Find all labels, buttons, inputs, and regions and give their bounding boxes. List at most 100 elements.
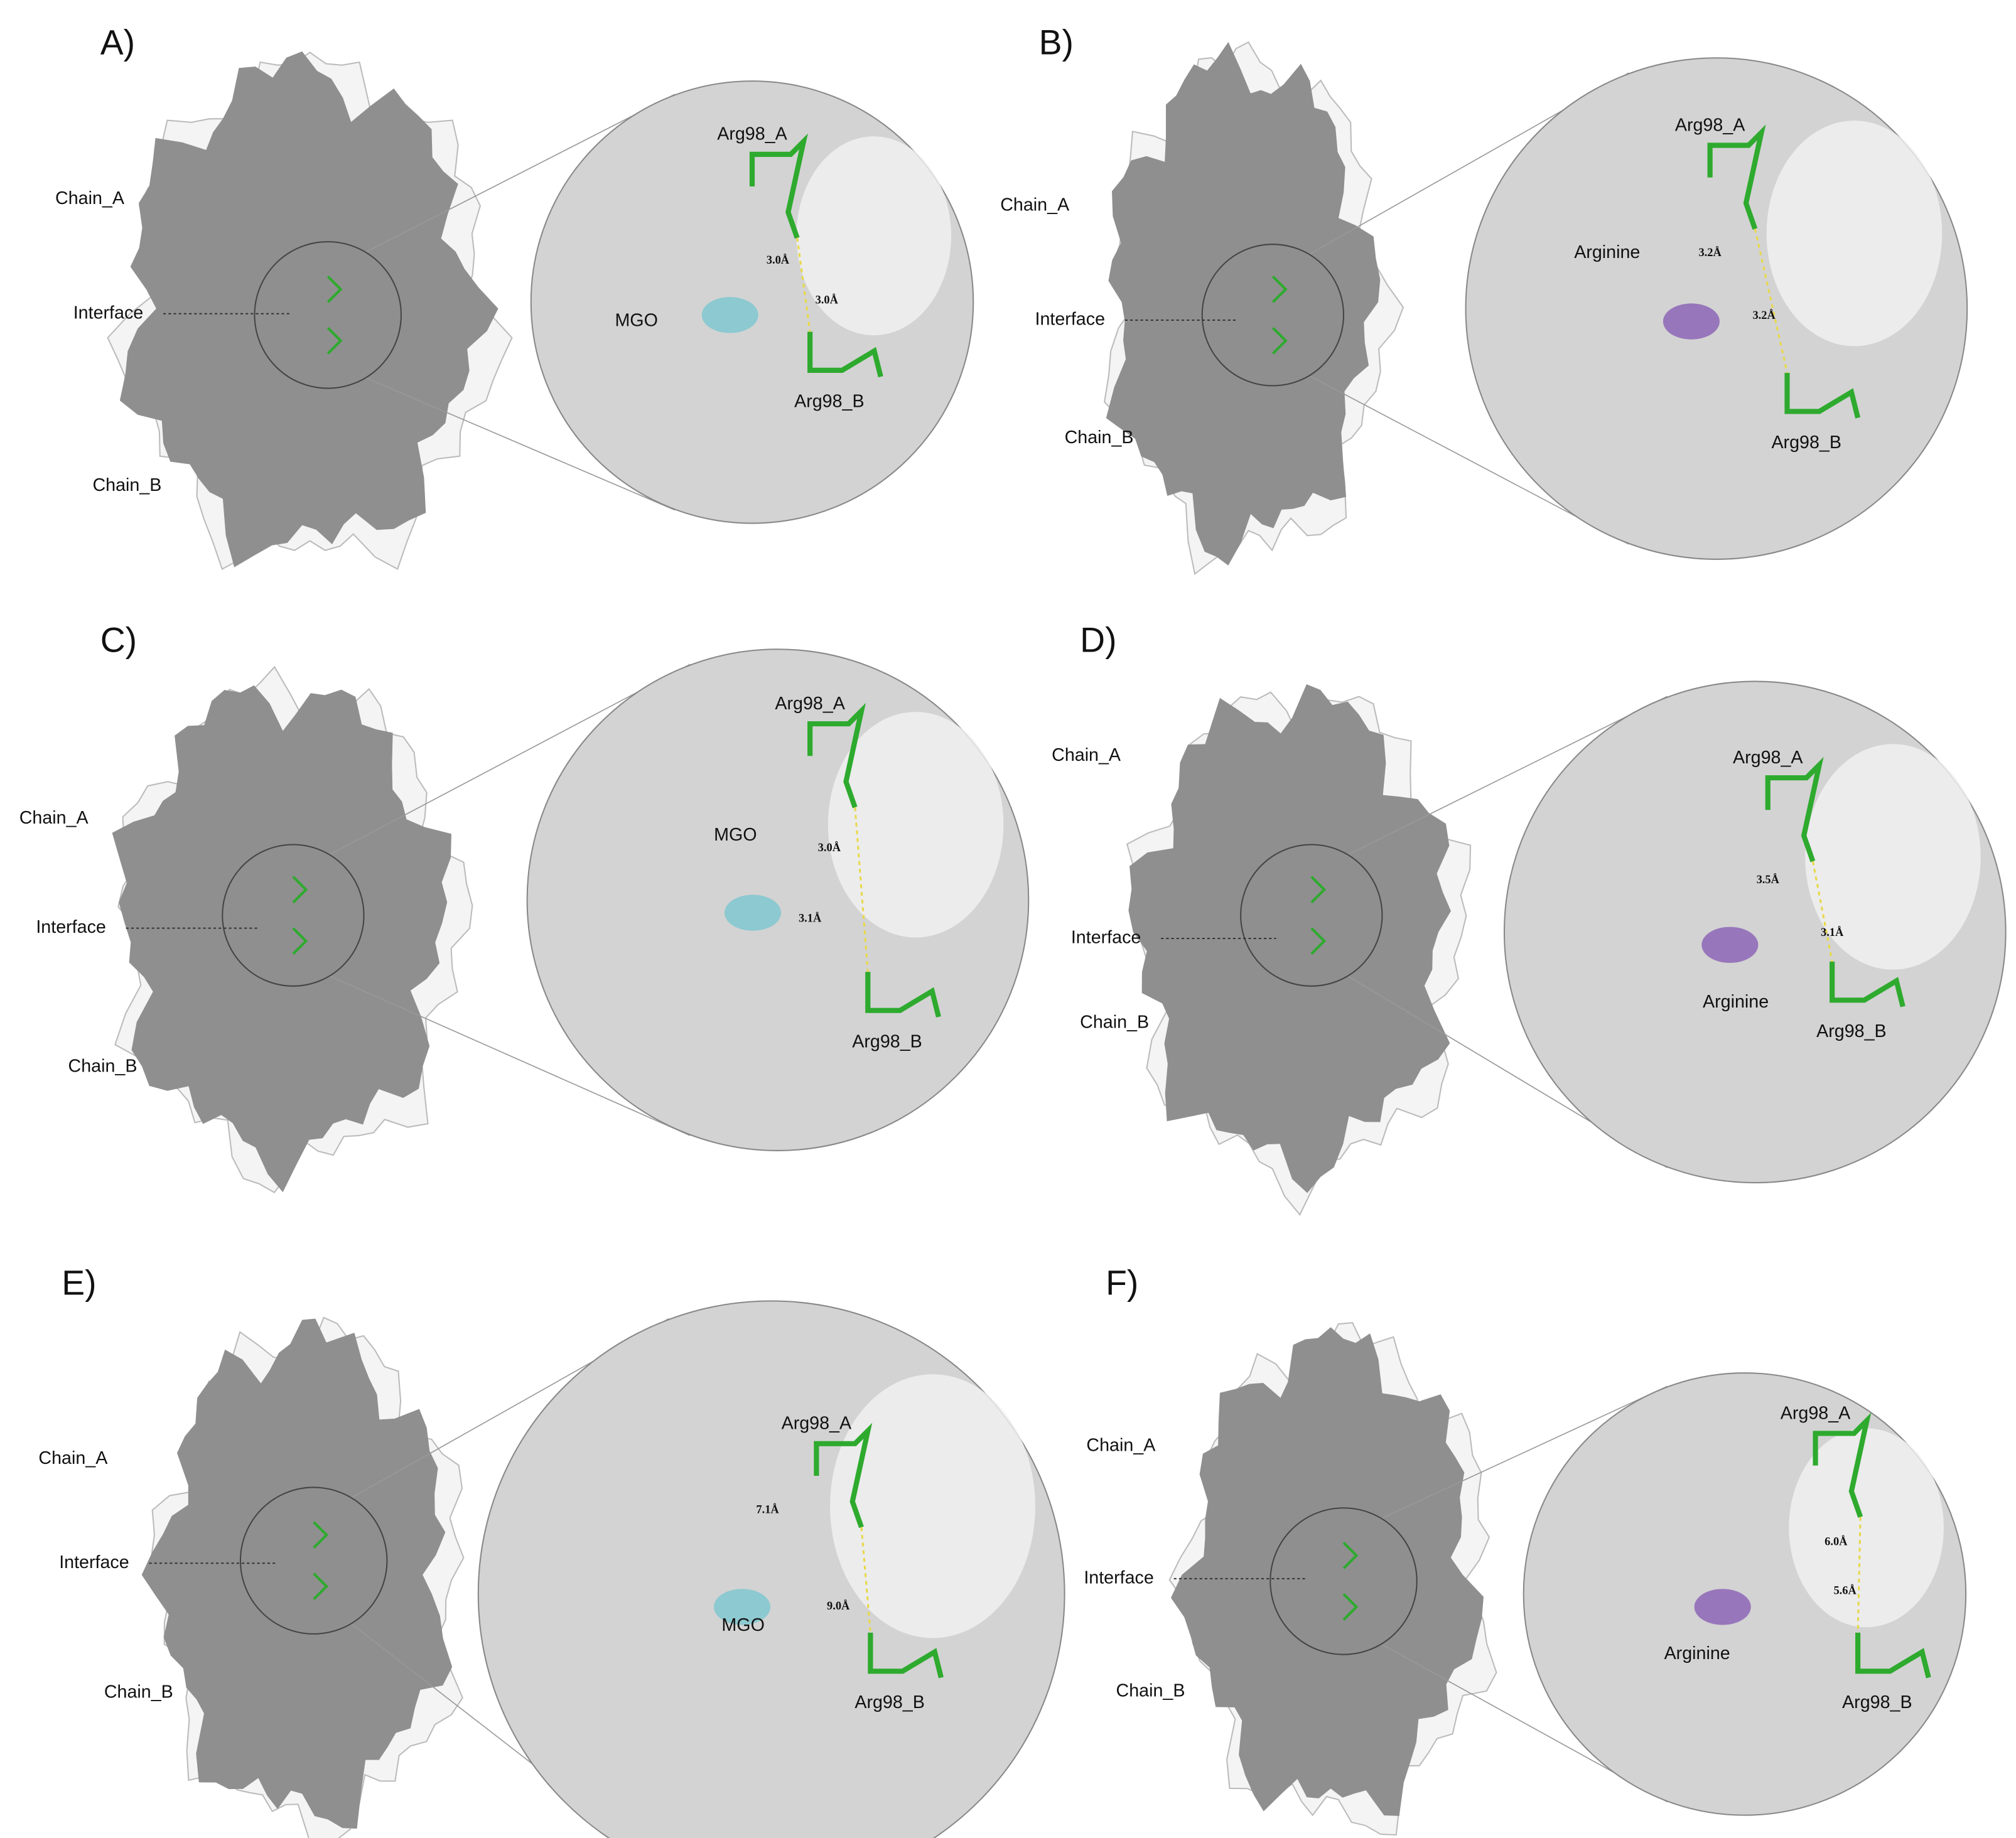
zoom-region	[1240, 844, 1383, 987]
interface-label: Interface	[1035, 309, 1106, 330]
residue-label: Arg98_A	[717, 124, 787, 144]
distance-label: 3.2Å	[1752, 309, 1776, 321]
zoom-connector	[328, 664, 691, 856]
chain-a-label: Chain_A	[38, 1448, 108, 1468]
chain-a-label: Chain_A	[1086, 1435, 1156, 1455]
residue-label: Arg98_B	[852, 1031, 922, 1051]
residue-stick	[749, 133, 808, 239]
ligand	[713, 1589, 771, 1625]
h-bond	[860, 1527, 871, 1633]
h-bond	[796, 237, 811, 332]
residue-label: Arg98_A	[1675, 115, 1745, 135]
protein-surface	[1128, 684, 1451, 1193]
zoom-connector	[1380, 1385, 1668, 1520]
residue-label: MGO	[714, 825, 757, 845]
chain-a-label: Chain_A	[1052, 745, 1121, 765]
protein-surface	[119, 51, 499, 567]
protein-surface	[1170, 1327, 1484, 1816]
panel-label: D)	[1080, 621, 1116, 660]
overview-stick	[326, 275, 343, 303]
residue-label: Arginine	[1703, 992, 1769, 1012]
residue-stick	[1784, 372, 1861, 419]
panel: A) Chain_A Interface Chain_B Arg98_A 3.0Å 3.0Å…	[55, 23, 974, 570]
zoom-surface	[827, 712, 1004, 938]
panel: F) Chain_A Interface Chain_B Arg98_A 6.0Å 5.6Å…	[1084, 1264, 1967, 1836]
residue-stick	[868, 1632, 944, 1679]
overview-stick	[1342, 1593, 1359, 1621]
residue-label: Arg98_B	[1771, 433, 1841, 453]
panel-label: E)	[62, 1264, 96, 1303]
residue-stick	[1813, 1412, 1872, 1518]
zoom-region	[1201, 244, 1345, 387]
residue-stick	[807, 331, 883, 378]
residue-label: MGO	[615, 311, 657, 331]
residue-stick	[1830, 961, 1905, 1008]
ligand	[1694, 1589, 1751, 1625]
overview-stick	[313, 1521, 329, 1549]
overview-stick	[1271, 326, 1288, 355]
interface-label: Interface	[59, 1552, 129, 1572]
chain-b-label: Chain_B	[68, 1056, 137, 1076]
overview-stick	[292, 876, 308, 904]
zoom-surface	[830, 1374, 1035, 1638]
chain-a-label: Chain_A	[1000, 195, 1070, 215]
overview-stick	[1310, 876, 1327, 904]
residue-stick	[1707, 124, 1766, 230]
panel-label: B)	[1039, 23, 1074, 62]
ligand	[1701, 927, 1759, 963]
zoom-surface	[1789, 1428, 1944, 1628]
h-bond	[1754, 228, 1788, 374]
distance-label: 3.2Å	[1698, 246, 1722, 259]
chain-a-label: Chain_A	[55, 188, 125, 208]
interface-label: Interface	[1071, 928, 1141, 948]
residue-label: Arginine	[1664, 1643, 1730, 1663]
overview-stick	[1342, 1542, 1359, 1569]
zoom-connector	[328, 975, 691, 1136]
residue-label: Arg98_A	[782, 1414, 852, 1434]
chain-b-label: Chain_B	[1065, 427, 1134, 448]
residue-stick	[865, 972, 941, 1018]
residue-label: Arg98_B	[854, 1692, 925, 1712]
distance-label: 3.5Å	[1757, 873, 1780, 886]
residue-label: Arg98_A	[1781, 1403, 1851, 1423]
residue-label: Arginine	[1574, 242, 1640, 262]
panel-label: C)	[100, 621, 137, 660]
distance-label: 3.0Å	[767, 254, 790, 266]
interface-label: Interface	[36, 917, 106, 937]
zoom-region	[254, 241, 402, 389]
panel-label: A)	[100, 23, 135, 62]
zoom-surface	[796, 136, 951, 336]
panel: E) Chain_A Interface Chain_B Arg98_A 7.1Å MGO 9…	[38, 1264, 1065, 1838]
distance-label: 3.0Å	[816, 294, 839, 306]
interface-label: Interface	[73, 303, 144, 323]
zoom-region	[1269, 1507, 1418, 1655]
residue-stick	[807, 702, 866, 809]
h-bond	[1811, 861, 1833, 962]
overview-stick	[1310, 927, 1327, 955]
distance-label: 7.1Å	[756, 1503, 779, 1516]
distance-label: 3.1Å	[799, 912, 822, 925]
distance-label: 6.0Å	[1825, 1535, 1848, 1548]
residue-stick	[814, 1422, 873, 1529]
protein-surface	[1106, 41, 1381, 566]
ligand	[1663, 303, 1720, 340]
residue-stick	[1765, 756, 1824, 863]
zoom-region	[239, 1486, 388, 1635]
residue-stick	[1855, 1632, 1931, 1679]
residue-label: MGO	[721, 1615, 764, 1635]
distance-label: 3.0Å	[818, 841, 841, 854]
chain-b-label: Chain_B	[92, 475, 161, 495]
panel: B) Chain_A Interface Chain_B Arg98_A 3.2Å 3.2Å…	[1000, 23, 1968, 576]
zoom-connector	[364, 94, 676, 254]
protein-surface	[141, 1318, 453, 1829]
zoom-connector	[1346, 696, 1668, 856]
distance-label: 3.1Å	[1821, 926, 1844, 938]
panel-label: F)	[1106, 1264, 1138, 1303]
distance-label: 9.0Å	[827, 1599, 850, 1612]
zoom-region	[222, 844, 365, 987]
panel: D) Chain_A Interface Chain_B Arg98_A 3.5Å 3.1Å…	[1052, 621, 2007, 1216]
overview-stick	[292, 927, 308, 955]
overview-stick	[326, 326, 343, 355]
zoom-surface	[1766, 121, 1943, 347]
